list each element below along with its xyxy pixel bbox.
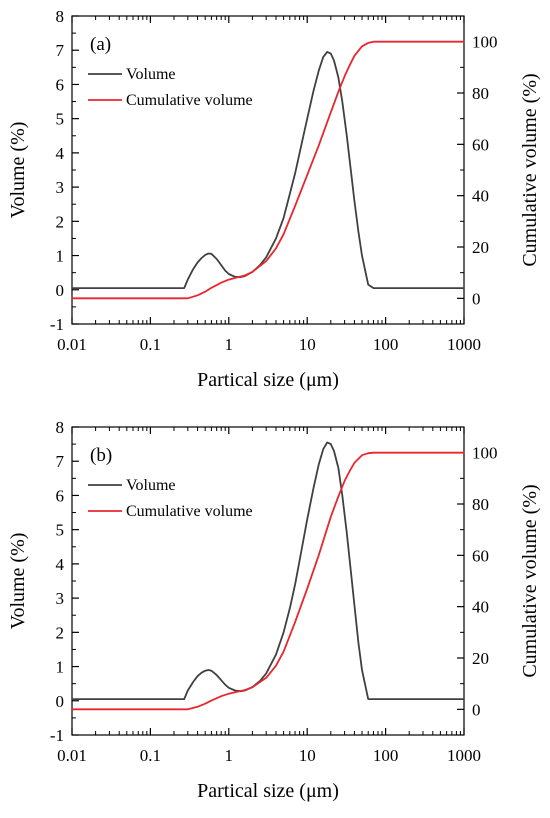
y-tick-label: -1: [50, 726, 64, 745]
chart-panel-b: 0.01 0.1 1 10 100 1000-1012345678020406080100…: [7, 418, 541, 802]
x-tick-label: 10: [299, 335, 316, 354]
y-tick-label: 7: [56, 452, 65, 471]
y-tick-label: 0: [56, 692, 65, 711]
x-tick-label: 1: [225, 746, 234, 765]
y-right-tick-label: 60: [472, 135, 489, 154]
x-tick-label: 10: [299, 746, 316, 765]
y-tick-label: 0: [56, 281, 65, 300]
y-tick-label: 4: [56, 144, 65, 163]
x-axis-title: Partical size (μm): [197, 780, 339, 802]
y-axis-title: Volume (%): [7, 122, 29, 219]
y-tick-label: 3: [56, 589, 65, 608]
legend-label: Cumulative volume: [126, 503, 253, 520]
x-tick-label: 1: [225, 335, 234, 354]
y-tick-label: -1: [50, 315, 64, 334]
y-tick-label: 2: [56, 623, 65, 642]
legend: Volume Cumulative volume: [88, 477, 253, 520]
chart-panel-a: 0.01 0.1 1 10 100 1000-1012345678020406080100…: [7, 7, 541, 391]
y-tick-label: 8: [56, 418, 65, 437]
x-tick-label: 0.01: [57, 746, 87, 765]
panel-label: (b): [90, 445, 112, 466]
y-right-tick-label: 40: [472, 187, 489, 206]
panel-label: (a): [90, 34, 111, 55]
y-right-tick-label: 0: [472, 289, 481, 308]
y-tick-label: 1: [56, 247, 65, 266]
series-line-cumulative-volume: [71, 451, 465, 711]
y-right-axis-title: Cumulative volume (%): [519, 73, 541, 266]
y-tick-label: 3: [56, 178, 65, 197]
y-tick-label: 5: [56, 110, 65, 129]
y-right-tick-label: 100: [472, 33, 498, 52]
x-tick-label: 100: [373, 746, 399, 765]
y-tick-label: 7: [56, 41, 65, 60]
y-right-tick-label: 80: [472, 495, 489, 514]
x-tick-label: 0.1: [140, 746, 161, 765]
plot-frame: [71, 15, 465, 325]
y-tick-label: 6: [56, 75, 65, 94]
plot-frame: [71, 426, 465, 736]
x-tick-label: 100: [373, 335, 399, 354]
legend-label: Volume: [126, 477, 175, 494]
y-right-tick-label: 80: [472, 84, 489, 103]
y-axis-title: Volume (%): [7, 533, 29, 630]
y-right-tick-label: 20: [472, 238, 489, 257]
y-right-tick-label: 100: [472, 444, 498, 463]
y-tick-label: 4: [56, 555, 65, 574]
y-tick-label: 8: [56, 7, 65, 26]
x-tick-label: 0.01: [57, 335, 87, 354]
y-tick-label: 1: [56, 658, 65, 677]
series-line-volume: [71, 441, 465, 700]
y-right-tick-label: 60: [472, 546, 489, 565]
legend: Volume Cumulative volume: [88, 66, 253, 109]
legend-label: Cumulative volume: [126, 92, 253, 109]
y-tick-label: 5: [56, 521, 65, 540]
x-axis-title: Partical size (μm): [197, 369, 339, 391]
x-tick-label: 1000: [447, 335, 481, 354]
x-tick-label: 1000: [447, 746, 481, 765]
y-tick-label: 2: [56, 212, 65, 231]
x-tick-label: 0.1: [140, 335, 161, 354]
y-right-tick-label: 40: [472, 598, 489, 617]
y-tick-label: 6: [56, 486, 65, 505]
series-line-volume: [71, 51, 465, 290]
y-right-tick-label: 20: [472, 649, 489, 668]
series-line-cumulative-volume: [71, 40, 465, 300]
y-right-tick-label: 0: [472, 700, 481, 719]
legend-label: Volume: [126, 66, 175, 83]
y-right-axis-title: Cumulative volume (%): [519, 484, 541, 677]
